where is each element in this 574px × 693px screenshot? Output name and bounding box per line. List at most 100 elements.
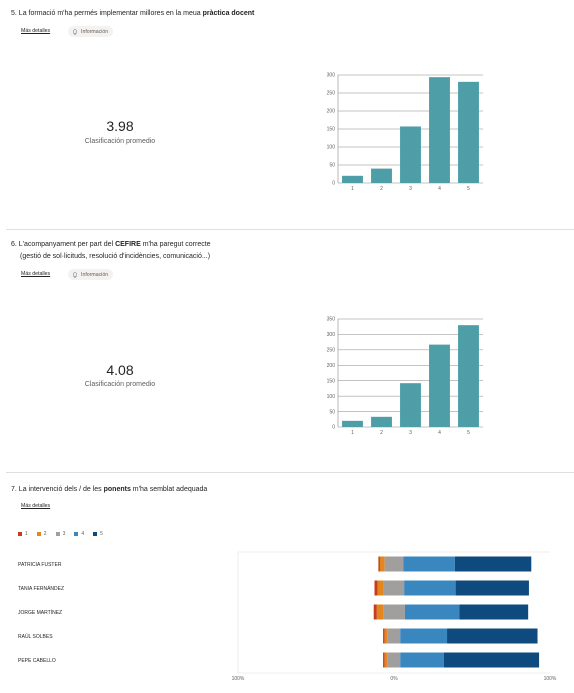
segment-level-2[interactable] xyxy=(384,628,388,644)
segment-level-3[interactable] xyxy=(387,628,401,644)
question-number: 6. xyxy=(11,241,17,248)
x-tick-label: 1 xyxy=(351,186,354,192)
row-label: JORGE MARTÍNEZ xyxy=(18,609,62,616)
segment-level-1[interactable] xyxy=(378,556,380,572)
row-label: PATRICIA FUSTER xyxy=(18,562,62,568)
y-tick-label: 350 xyxy=(327,317,336,323)
question-text-bold: pràctica docent xyxy=(202,10,255,17)
segment-level-5[interactable] xyxy=(455,580,529,596)
segment-level-1[interactable] xyxy=(373,604,377,620)
lightbulb-icon xyxy=(72,28,78,35)
row-label: RAÚL SOLBES xyxy=(18,633,53,640)
x-axis-label: 100% xyxy=(232,676,245,682)
segment-level-3[interactable] xyxy=(383,580,405,596)
y-tick-label: 250 xyxy=(327,348,336,354)
segment-level-5[interactable] xyxy=(454,556,532,572)
y-tick-label: 0 xyxy=(332,425,335,431)
segment-level-5[interactable] xyxy=(443,652,540,668)
bar-2[interactable] xyxy=(371,416,392,427)
question-text-rest: m'ha semblat adequada xyxy=(130,486,208,493)
x-tick-label: 3 xyxy=(409,430,412,436)
segment-level-5[interactable] xyxy=(447,628,538,644)
legend-label: 2 xyxy=(43,531,47,537)
segment-level-2[interactable] xyxy=(377,580,384,596)
segment-level-1[interactable] xyxy=(374,580,378,596)
info-button[interactable]: Información xyxy=(68,269,114,280)
bar-4[interactable] xyxy=(429,77,450,183)
more-details-link[interactable]: Más detalles xyxy=(21,503,51,509)
segment-level-4[interactable] xyxy=(400,628,448,644)
bar-3[interactable] xyxy=(400,126,421,183)
legend-item-5[interactable]: 5 xyxy=(93,531,103,537)
segment-level-3[interactable] xyxy=(387,652,401,668)
bar-5[interactable] xyxy=(458,81,479,183)
legend-label: 1 xyxy=(25,531,28,537)
segment-level-4[interactable] xyxy=(403,556,455,572)
question-6-title: 6. L'acompanyament per part del CEFIRE m… xyxy=(11,240,211,250)
legend-swatch xyxy=(74,532,79,536)
segment-level-4[interactable] xyxy=(404,580,456,596)
average-rating-label: Clasificación promedio xyxy=(84,138,156,145)
x-tick-label: 5 xyxy=(467,186,470,192)
bar-2[interactable] xyxy=(371,168,392,183)
x-tick-label: 5 xyxy=(467,430,470,436)
segment-level-2[interactable] xyxy=(376,604,384,620)
legend-item-1[interactable]: 1 xyxy=(18,531,28,537)
section-divider xyxy=(6,472,574,473)
legend-swatch xyxy=(18,532,22,536)
lightbulb-icon xyxy=(72,271,78,278)
more-details-link[interactable]: Más detalles xyxy=(21,271,51,277)
legend-label: 3 xyxy=(62,531,66,537)
segment-level-3[interactable] xyxy=(384,556,404,572)
y-tick-label: 50 xyxy=(329,163,335,169)
info-label: Información xyxy=(81,271,109,278)
bar-4[interactable] xyxy=(429,344,450,427)
legend-swatch xyxy=(93,532,98,536)
legend-swatch xyxy=(55,532,60,536)
legend-label: 4 xyxy=(81,531,85,537)
x-tick-label: 1 xyxy=(351,430,354,436)
y-tick-label: 200 xyxy=(327,109,336,115)
legend-item-3[interactable]: 3 xyxy=(55,531,66,537)
bar-1[interactable] xyxy=(342,175,363,183)
bar-3[interactable] xyxy=(400,383,421,427)
segment-level-4[interactable] xyxy=(400,652,444,668)
bar-1[interactable] xyxy=(342,420,363,427)
legend-item-2[interactable]: 2 xyxy=(36,531,47,537)
segment-level-4[interactable] xyxy=(404,604,460,620)
average-rating-label: Clasificación promedio xyxy=(84,381,156,388)
segment-level-3[interactable] xyxy=(383,604,405,620)
question-5-title: 5. La formació m'ha permés implementar m… xyxy=(11,9,254,19)
y-tick-label: 100 xyxy=(327,394,336,400)
chart-legend: 1 2 3 4 5 xyxy=(18,531,103,537)
segment-level-2[interactable] xyxy=(384,652,388,668)
y-tick-label: 150 xyxy=(327,127,336,133)
row-label: TANIA FERNÁNDEZ xyxy=(18,585,64,592)
speaker-rating-stacked-chart: PATRICIA FUSTER TANIA FERNÁNDEZ JORGE MART… xyxy=(18,551,557,682)
info-label: Información xyxy=(81,28,109,35)
row-label: PEPE CABELLO xyxy=(18,658,56,664)
bar-5[interactable] xyxy=(458,325,479,427)
info-button[interactable]: Información xyxy=(68,26,114,37)
segment-level-5[interactable] xyxy=(459,604,529,620)
x-axis-label: 100% xyxy=(544,676,557,682)
rating-bar-chart-q6: 0 50 100 150 200 250 300 350 1 2 3 4 5 xyxy=(327,317,483,436)
more-details-link[interactable]: Más detalles xyxy=(21,28,51,34)
segment-level-1[interactable] xyxy=(383,652,385,668)
x-tick-label: 2 xyxy=(380,430,383,436)
question-text-rest: m'ha paregut correcte xyxy=(140,241,211,248)
y-tick-label: 250 xyxy=(327,91,336,97)
question-text: L'acompanyament per part del xyxy=(18,241,116,248)
y-tick-label: 0 xyxy=(332,181,335,187)
segment-level-2[interactable] xyxy=(379,556,385,572)
average-rating-value: 4.08 xyxy=(106,362,134,378)
y-tick-label: 300 xyxy=(327,73,336,79)
question-text: La formació m'ha permés implementar mill… xyxy=(18,10,203,17)
rating-bar-chart-q5: 0 50 100 150 200 250 300 1 2 3 4 5 xyxy=(327,73,483,192)
segment-level-1[interactable] xyxy=(383,628,385,644)
legend-item-4[interactable]: 4 xyxy=(74,531,84,537)
question-7-title: 7. La intervenció dels / de les ponents … xyxy=(11,485,207,495)
x-tick-label: 4 xyxy=(438,186,441,192)
question-5-section: 5. La formació m'ha permés implementar m… xyxy=(0,0,574,230)
